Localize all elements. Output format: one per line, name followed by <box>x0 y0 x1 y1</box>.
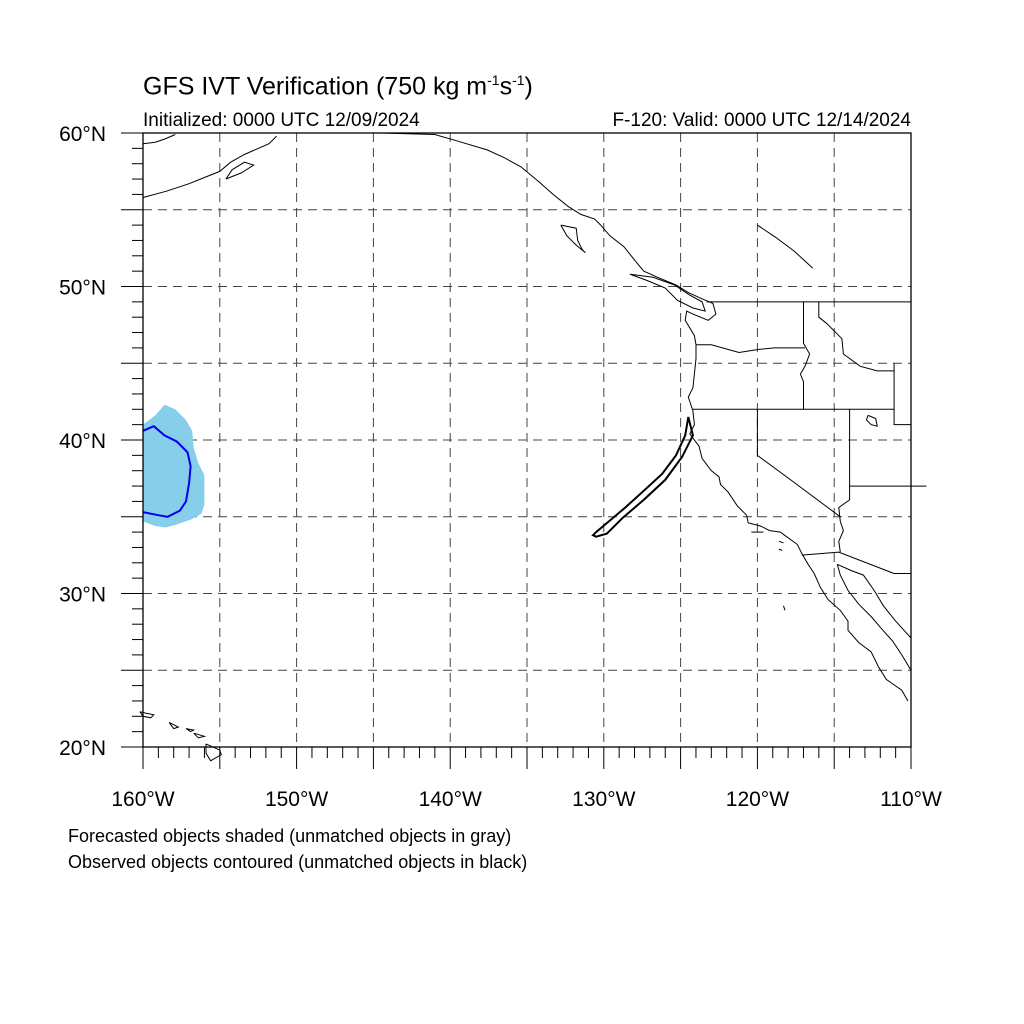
lat-label: 40°N <box>59 430 106 453</box>
coastline-segment <box>778 548 783 551</box>
map-title: GFS IVT Verification (750 kg m-1s-1) <box>143 72 533 101</box>
coastline-segment <box>757 224 814 269</box>
matched-object-contour <box>142 425 192 518</box>
coastline-segment <box>193 732 207 739</box>
coastline-segment <box>778 540 784 544</box>
coastline-segment <box>205 743 222 762</box>
lon-label: 140°W <box>419 788 482 811</box>
lat-label: 60°N <box>59 123 106 146</box>
coastline-segment <box>225 161 255 180</box>
coastline-segment <box>837 563 912 639</box>
coastline-segment <box>836 564 912 674</box>
coastline-segment <box>893 363 911 426</box>
coastline-segment <box>142 134 176 145</box>
coastline-segment <box>142 135 277 198</box>
forecast-object-shade <box>143 404 205 528</box>
coastline-segment <box>139 711 155 719</box>
lon-label: 130°W <box>572 788 635 811</box>
coastline-segment <box>838 486 851 553</box>
coastline-segment <box>865 414 878 427</box>
observed-objects <box>591 416 694 538</box>
coastlines <box>139 132 927 762</box>
lat-lon-grid <box>143 133 911 747</box>
coastline-segment <box>849 409 927 487</box>
lon-label: 150°W <box>265 788 328 811</box>
coastline-segment <box>629 273 706 312</box>
forecast-objects <box>143 404 205 528</box>
lat-label: 30°N <box>59 584 106 607</box>
coastline-segment <box>168 721 180 730</box>
forecast-matched-contours <box>142 425 192 518</box>
axis-ticks <box>121 132 912 769</box>
coastline-segment <box>756 409 841 518</box>
coastline-segment <box>696 344 805 354</box>
coastline-segment <box>783 605 786 611</box>
lat-label: 20°N <box>59 737 106 760</box>
lon-label: 120°W <box>726 788 789 811</box>
lat-label: 50°N <box>59 277 106 300</box>
coastline-segment <box>560 224 586 254</box>
coastline-segment <box>818 301 895 372</box>
legend-observed-note: Observed objects contoured (unmatched ob… <box>68 852 528 872</box>
initialized-time: Initialized: 0000 UTC 12/09/2024 <box>143 110 420 131</box>
observed-object-contour <box>591 416 694 538</box>
axis-labels: 160°W 150°W 140°W 130°W 120°W 110°W 60°N 50°N 40… <box>59 123 942 811</box>
coastline-segment <box>600 224 909 702</box>
valid-time: F-120: Valid: 0000 UTC 12/14/2024 <box>612 110 911 131</box>
coastline-segment <box>801 551 911 574</box>
coastline-segment <box>381 132 602 226</box>
coastline-segment <box>185 728 196 733</box>
lon-label: 160°W <box>111 788 174 811</box>
legend-forecast-note: Forecasted objects shaded (unmatched obj… <box>68 826 512 846</box>
lon-label: 110°W <box>880 788 942 811</box>
coastline-segment <box>799 301 811 410</box>
